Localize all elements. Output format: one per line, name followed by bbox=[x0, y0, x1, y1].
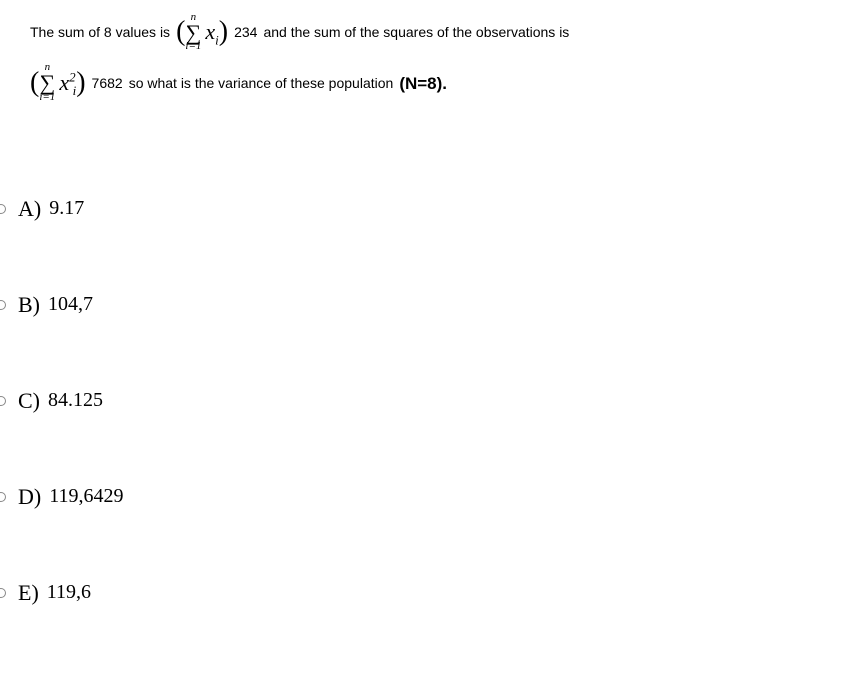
option-e[interactable]: E) 119,6 bbox=[0, 580, 843, 606]
option-label-c: C) bbox=[18, 388, 40, 414]
question-container: The sum of 8 values is ( n ∑ i=1 xi ) 23… bbox=[0, 0, 843, 126]
option-value-a: 9.17 bbox=[49, 197, 84, 220]
question-line-1: The sum of 8 values is ( n ∑ i=1 xi ) 23… bbox=[30, 10, 813, 55]
radio-icon[interactable] bbox=[0, 300, 6, 310]
option-value-e: 119,6 bbox=[47, 581, 91, 604]
radio-icon[interactable] bbox=[0, 204, 6, 214]
n-equals-8: (N=8). bbox=[399, 70, 447, 97]
paren-open-1: ( bbox=[176, 10, 185, 55]
formula-body-1: xi bbox=[205, 14, 218, 51]
paren-open-2: ( bbox=[30, 61, 39, 106]
paren-close-2: ) bbox=[76, 61, 85, 106]
option-value-c: 84.125 bbox=[48, 389, 103, 412]
var-x-2: x bbox=[59, 70, 69, 95]
question-text-1: The sum of 8 values is bbox=[30, 21, 170, 43]
value-234: 234 bbox=[234, 21, 257, 43]
sigma-block-1: n ∑ i=1 bbox=[185, 13, 201, 53]
formula-sum-x2: ( n ∑ i=1 x2i ) bbox=[30, 61, 86, 106]
formula-sum-x: ( n ∑ i=1 xi ) bbox=[176, 10, 228, 55]
option-label-a: A) bbox=[18, 196, 41, 222]
options-container: A) 9.17 B) 104,7 C) 84.125 D) 119,6429 E… bbox=[0, 196, 843, 606]
radio-icon[interactable] bbox=[0, 492, 6, 502]
sigma-block-2: n ∑ i=1 bbox=[39, 63, 55, 103]
sigma-bottom-1: i=1 bbox=[185, 42, 201, 52]
radio-icon[interactable] bbox=[0, 588, 6, 598]
value-7682: 7682 bbox=[92, 72, 123, 94]
var-x-1: x bbox=[205, 19, 215, 44]
option-label-d: D) bbox=[18, 484, 41, 510]
option-d[interactable]: D) 119,6429 bbox=[0, 484, 843, 510]
option-c[interactable]: C) 84.125 bbox=[0, 388, 843, 414]
radio-icon[interactable] bbox=[0, 396, 6, 406]
option-a[interactable]: A) 9.17 bbox=[0, 196, 843, 222]
sigma-bottom-2: i=1 bbox=[39, 93, 55, 103]
option-label-b: B) bbox=[18, 292, 40, 318]
question-line-2: ( n ∑ i=1 x2i ) 7682 so what is the vari… bbox=[30, 61, 813, 106]
formula-body-2: x2i bbox=[59, 65, 76, 102]
question-text-3: so what is the variance of these populat… bbox=[129, 72, 394, 94]
option-b[interactable]: B) 104,7 bbox=[0, 292, 843, 318]
question-text-2: and the sum of the squares of the observ… bbox=[263, 21, 569, 43]
option-value-d: 119,6429 bbox=[49, 485, 123, 508]
paren-close-1: ) bbox=[219, 10, 228, 55]
option-label-e: E) bbox=[18, 580, 39, 606]
option-value-b: 104,7 bbox=[48, 293, 93, 316]
